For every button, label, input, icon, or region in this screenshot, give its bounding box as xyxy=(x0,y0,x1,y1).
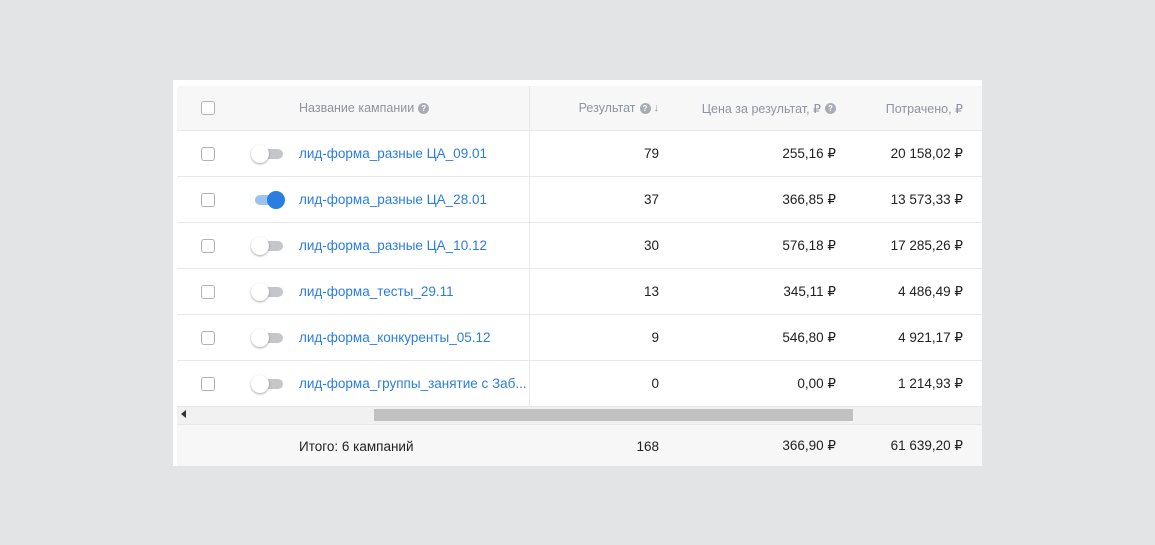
campaign-toggle[interactable] xyxy=(251,328,285,348)
scroll-left-arrow-icon[interactable] xyxy=(181,410,186,418)
campaign-toggle[interactable] xyxy=(251,236,285,256)
column-header-spent-label: Потрачено, ₽ xyxy=(885,101,963,116)
campaign-toggle[interactable] xyxy=(251,374,285,394)
spent-value: 4 486,49 ₽ xyxy=(898,283,963,299)
column-divider xyxy=(529,315,530,360)
column-header-price[interactable]: Цена за результат, ₽ ? xyxy=(659,86,836,130)
campaign-toggle[interactable] xyxy=(251,190,285,210)
spent-value: 20 158,02 ₽ xyxy=(890,145,963,161)
question-icon[interactable]: ? xyxy=(639,102,651,114)
table-row: лид-форма_конкуренты_05.12 9 546,80 ₽ 4 … xyxy=(177,315,982,361)
spent-value: 4 921,17 ₽ xyxy=(898,329,963,345)
toggle-knob xyxy=(251,328,269,347)
campaign-name-link[interactable]: лид-форма_разные ЦА_28.01 xyxy=(299,192,487,207)
campaign-toggle[interactable] xyxy=(251,282,285,302)
result-value: 30 xyxy=(643,238,659,253)
result-value: 9 xyxy=(651,330,659,345)
row-toggle-cell xyxy=(239,269,297,314)
table-header: Название кампании ? Результат ? ↓ Цена з… xyxy=(177,86,982,131)
row-checkbox[interactable] xyxy=(201,192,215,207)
row-checkbox[interactable] xyxy=(201,238,215,253)
table-row: лид-форма_группы_занятие с Заб... 0 0,00… xyxy=(177,361,982,407)
total-result: 168 xyxy=(636,438,659,454)
row-checkbox[interactable] xyxy=(201,284,215,299)
campaigns-panel: Название кампании ? Результат ? ↓ Цена з… xyxy=(173,80,982,466)
campaigns-table: Название кампании ? Результат ? ↓ Цена з… xyxy=(177,86,982,466)
result-value: 79 xyxy=(643,146,659,161)
toggle-knob xyxy=(251,236,269,255)
toggle-track xyxy=(255,240,283,251)
result-value: 0 xyxy=(651,376,659,391)
horizontal-scrollbar[interactable] xyxy=(177,407,982,425)
column-header-spent[interactable]: Потрачено, ₽ xyxy=(836,86,963,130)
toggle-track xyxy=(255,332,283,343)
column-divider xyxy=(529,177,530,222)
row-toggle-cell xyxy=(239,223,297,268)
toggle-knob xyxy=(251,282,269,301)
row-toggle-cell xyxy=(239,315,297,360)
column-divider xyxy=(529,361,530,406)
campaign-name-link[interactable]: лид-форма_тесты_29.11 xyxy=(299,284,454,299)
price-value: 366,85 ₽ xyxy=(782,191,836,207)
select-all-checkbox[interactable] xyxy=(201,101,215,115)
price-value: 0,00 ₽ xyxy=(797,375,836,391)
row-checkbox-cell xyxy=(177,177,239,222)
result-value: 13 xyxy=(643,284,659,299)
price-value: 576,18 ₽ xyxy=(782,237,836,253)
spent-value: 1 214,93 ₽ xyxy=(898,375,963,391)
row-toggle-cell xyxy=(239,361,297,406)
row-toggle-cell xyxy=(239,131,297,176)
price-value: 546,80 ₽ xyxy=(782,329,836,345)
toggle-track xyxy=(255,148,283,159)
scroll-thumb[interactable] xyxy=(374,409,853,421)
table-footer: Итого: 6 кампаний 168 366,90 ₽ 61 639,20… xyxy=(177,425,982,466)
campaign-name-link[interactable]: лид-форма_разные ЦА_09.01 xyxy=(299,146,487,161)
row-checkbox-cell xyxy=(177,315,239,360)
header-checkbox-cell xyxy=(177,86,239,130)
question-icon[interactable]: ? xyxy=(825,102,836,114)
column-header-result-label: Результат xyxy=(578,101,636,115)
row-checkbox-cell xyxy=(177,223,239,268)
table-row: лид-форма_разные ЦА_28.01 37 366,85 ₽ 13… xyxy=(177,177,982,223)
table-row: лид-форма_разные ЦА_09.01 79 255,16 ₽ 20… xyxy=(177,131,982,177)
row-toggle-cell xyxy=(239,177,297,222)
column-divider xyxy=(529,86,530,130)
column-divider xyxy=(529,269,530,314)
campaign-name-link[interactable]: лид-форма_конкуренты_05.12 xyxy=(299,330,491,345)
toggle-knob xyxy=(251,144,269,163)
campaign-name-link[interactable]: лид-форма_разные ЦА_10.12 xyxy=(299,238,487,253)
row-checkbox[interactable] xyxy=(201,330,215,345)
total-label: Итого: 6 кампаний xyxy=(299,438,414,454)
toggle-knob xyxy=(251,374,269,393)
campaign-name-link[interactable]: лид-форма_группы_занятие с Заб... xyxy=(299,376,527,391)
toggle-track xyxy=(255,286,283,297)
campaign-toggle[interactable] xyxy=(251,144,285,164)
row-checkbox[interactable] xyxy=(201,146,215,161)
toggle-knob xyxy=(267,190,285,209)
row-checkbox-cell xyxy=(177,131,239,176)
result-value: 37 xyxy=(643,192,659,207)
spent-value: 17 285,26 ₽ xyxy=(890,237,963,253)
question-icon[interactable]: ? xyxy=(418,102,430,114)
sort-down-icon[interactable]: ↓ xyxy=(653,102,660,114)
row-checkbox-cell xyxy=(177,361,239,406)
total-price: 366,90 ₽ xyxy=(782,438,836,453)
row-checkbox[interactable] xyxy=(201,376,215,391)
column-header-name[interactable]: Название кампании ? xyxy=(299,86,529,130)
column-header-result[interactable]: Результат ? ↓ xyxy=(530,86,659,130)
total-spent: 61 639,20 ₽ xyxy=(890,438,963,453)
table-row: лид-форма_тесты_29.11 13 345,11 ₽ 4 486,… xyxy=(177,269,982,315)
price-value: 345,11 ₽ xyxy=(783,283,836,299)
spent-value: 13 573,33 ₽ xyxy=(890,191,963,207)
column-header-price-label: Цена за результат, ₽ xyxy=(701,101,821,116)
column-divider xyxy=(529,131,530,176)
price-value: 255,16 ₽ xyxy=(782,145,836,161)
table-row: лид-форма_разные ЦА_10.12 30 576,18 ₽ 17… xyxy=(177,223,982,269)
row-checkbox-cell xyxy=(177,269,239,314)
column-header-name-label: Название кампании xyxy=(299,101,415,115)
toggle-track xyxy=(255,378,283,389)
column-divider xyxy=(529,223,530,268)
